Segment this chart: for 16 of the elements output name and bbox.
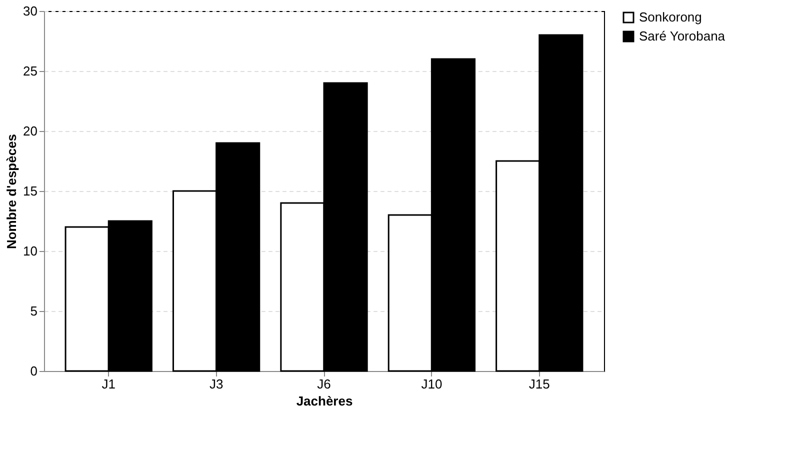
legend-label: Sonkorong <box>639 10 702 24</box>
x-axis-title: Jachères <box>296 394 353 408</box>
x-tick-label: J3 <box>209 376 224 392</box>
y-tick-label: 0 <box>30 364 38 378</box>
y-tick-label: 25 <box>23 64 38 78</box>
x-tick-label: J10 <box>421 376 442 392</box>
x-tick-label: J1 <box>102 376 116 392</box>
y-axis-title: Nombre d'espèces <box>4 134 20 250</box>
x-tick-label: J15 <box>528 376 550 392</box>
y-tick-label: 10 <box>23 244 38 258</box>
y-tick-label: 20 <box>23 124 38 138</box>
y-tick-label: 15 <box>23 184 38 198</box>
y-tick-label: 30 <box>23 4 38 18</box>
y-tick-label: 5 <box>30 304 38 318</box>
x-tick-label: J6 <box>317 376 331 392</box>
legend-label: Saré Yorobana <box>639 28 726 44</box>
